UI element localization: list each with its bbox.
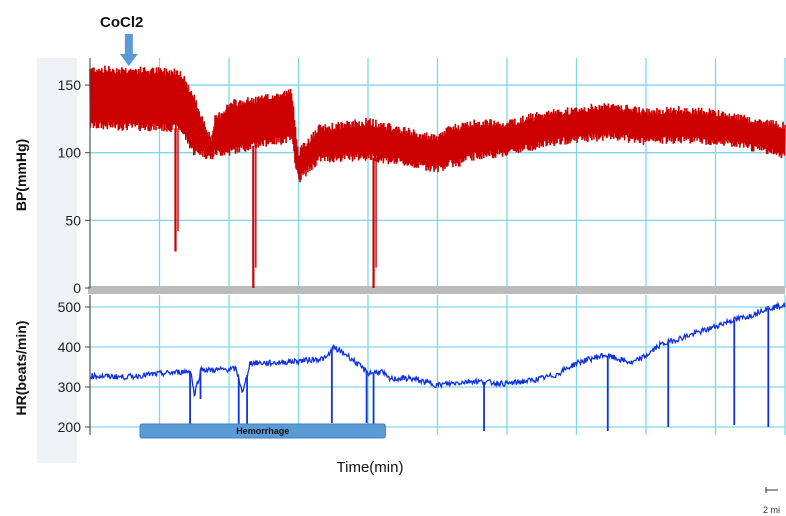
hr-y-axis-label: HR(beats/min): [13, 321, 29, 416]
bp-y-tick-label: 100: [58, 145, 82, 161]
cocl2-arrow-icon: [119, 34, 138, 66]
hr-y-tick-label: 200: [58, 419, 82, 435]
bp-trace-layer: [89, 65, 786, 288]
bp-y-tick-label: 150: [58, 77, 82, 93]
x-axis-label: Time(min): [337, 459, 404, 476]
hemorrhage-label: Hemorrhage: [236, 426, 289, 436]
hr-trace: [89, 301, 786, 398]
bp-trace: [89, 65, 786, 183]
scale-label: 2 mi: [763, 505, 780, 515]
bp-y-tick-label: 0: [73, 280, 81, 296]
axes-layer: 0 50 100 150 200 300 400 500: [58, 58, 91, 435]
hr-y-tick-label: 300: [58, 379, 82, 395]
hemorrhage-bar: [139, 423, 386, 439]
cocl2-label: CoCl2: [100, 14, 143, 31]
bp-y-axis-label: BP(mmHg): [13, 139, 29, 211]
hr-trace-layer: [89, 301, 786, 431]
hr-y-tick-label: 500: [58, 299, 82, 315]
left-frame: [37, 58, 77, 463]
cocl2-arrow-shaft: [124, 34, 133, 54]
cocl2-arrow-head: [119, 54, 138, 66]
bp-y-tick-label: 50: [65, 212, 81, 228]
panel-separator: [88, 286, 785, 294]
hr-y-tick-label: 400: [58, 339, 82, 355]
